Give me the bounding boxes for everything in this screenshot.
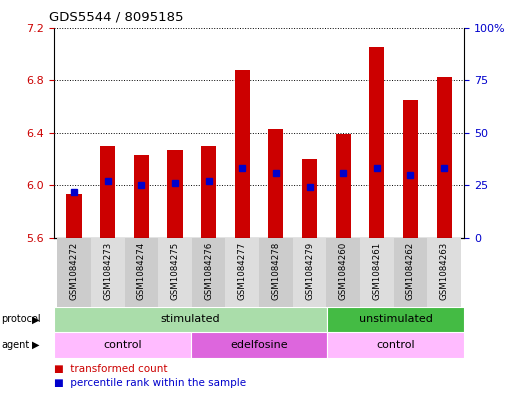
Bar <box>427 238 461 307</box>
Bar <box>393 238 427 307</box>
Bar <box>293 238 326 307</box>
Bar <box>327 332 464 358</box>
Bar <box>167 150 183 238</box>
Bar <box>259 238 293 307</box>
Bar <box>234 70 250 238</box>
Bar <box>327 307 464 332</box>
Text: GSM1084278: GSM1084278 <box>271 242 281 300</box>
Bar <box>336 134 351 238</box>
Text: GSM1084277: GSM1084277 <box>238 242 247 300</box>
Text: GSM1084275: GSM1084275 <box>170 242 180 300</box>
Bar <box>134 155 149 238</box>
Text: control: control <box>103 340 142 350</box>
Bar <box>191 332 327 358</box>
Text: GDS5544 / 8095185: GDS5544 / 8095185 <box>49 11 183 24</box>
Text: GSM1084272: GSM1084272 <box>70 242 78 300</box>
Text: GSM1084263: GSM1084263 <box>440 242 448 300</box>
Bar <box>57 238 91 307</box>
Bar <box>369 47 384 238</box>
Bar <box>192 238 225 307</box>
Text: GSM1084261: GSM1084261 <box>372 242 381 300</box>
Text: GSM1084260: GSM1084260 <box>339 242 348 300</box>
Text: ■  transformed count: ■ transformed count <box>54 364 167 374</box>
Text: unstimulated: unstimulated <box>359 314 433 324</box>
Bar <box>67 195 82 238</box>
Text: agent: agent <box>1 340 29 350</box>
Text: GSM1084276: GSM1084276 <box>204 242 213 300</box>
Bar <box>54 307 327 332</box>
Text: stimulated: stimulated <box>161 314 221 324</box>
Text: ▶: ▶ <box>32 314 40 324</box>
Bar <box>326 238 360 307</box>
Bar <box>302 159 317 238</box>
Bar <box>201 146 216 238</box>
Text: GSM1084262: GSM1084262 <box>406 242 415 300</box>
Bar <box>100 146 115 238</box>
Text: GSM1084279: GSM1084279 <box>305 242 314 300</box>
Bar <box>360 238 393 307</box>
Bar <box>54 332 191 358</box>
Bar <box>225 238 259 307</box>
Bar <box>437 77 451 238</box>
Text: GSM1084273: GSM1084273 <box>103 242 112 300</box>
Text: ▶: ▶ <box>32 340 40 350</box>
Text: protocol: protocol <box>1 314 41 324</box>
Text: GSM1084274: GSM1084274 <box>137 242 146 300</box>
Bar <box>268 129 284 238</box>
Bar <box>91 238 125 307</box>
Bar <box>158 238 192 307</box>
Text: control: control <box>377 340 415 350</box>
Bar <box>125 238 158 307</box>
Text: edelfosine: edelfosine <box>230 340 288 350</box>
Bar <box>403 100 418 238</box>
Text: ■  percentile rank within the sample: ■ percentile rank within the sample <box>54 378 246 388</box>
